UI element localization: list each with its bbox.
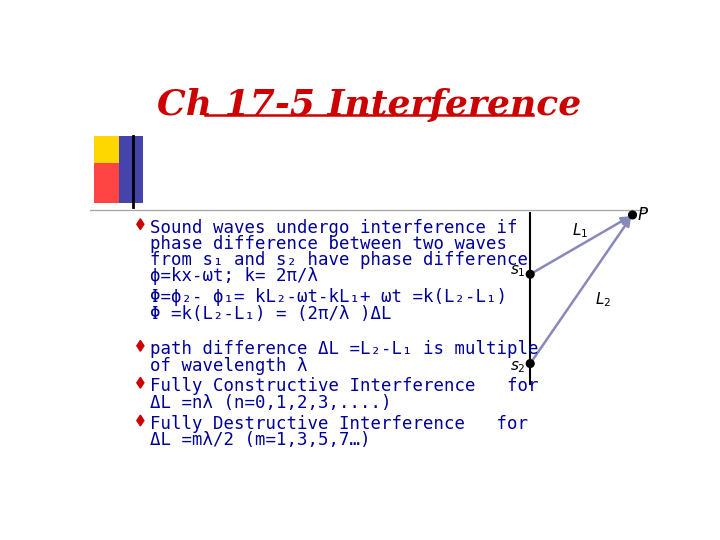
Polygon shape (137, 219, 144, 230)
Text: phase difference between two waves: phase difference between two waves (150, 235, 508, 253)
Text: Φ =k(L₂-L₁) = (2π/λ )ΔL: Φ =k(L₂-L₁) = (2π/λ )ΔL (150, 305, 392, 323)
Text: P: P (638, 206, 648, 224)
Text: Ch 17-5 Interference: Ch 17-5 Interference (157, 88, 581, 122)
Text: of wavelength λ: of wavelength λ (150, 356, 308, 375)
Circle shape (526, 271, 534, 278)
Polygon shape (137, 340, 144, 351)
Bar (120, 136, 143, 204)
Circle shape (629, 211, 636, 219)
Text: $s_2$: $s_2$ (510, 360, 526, 375)
Text: path difference ΔL =L₂-L₁ is multiple: path difference ΔL =L₂-L₁ is multiple (150, 340, 539, 359)
Text: Fully Constructive Interference   for: Fully Constructive Interference for (150, 377, 539, 395)
Text: ΔL =mλ/2 (m=1,3,5,7…): ΔL =mλ/2 (m=1,3,5,7…) (150, 431, 371, 449)
Text: ϕ=kx-ωt; k= 2π/λ: ϕ=kx-ωt; k= 2π/λ (150, 267, 318, 285)
Text: Φ=ϕ₂- ϕ₁= kL₂-ωt-kL₁+ ωt =k(L₂-L₁): Φ=ϕ₂- ϕ₁= kL₂-ωt-kL₁+ ωt =k(L₂-L₁) (150, 288, 508, 306)
Circle shape (526, 360, 534, 367)
Text: $L_2$: $L_2$ (595, 291, 611, 309)
Text: $L_1$: $L_1$ (572, 221, 588, 240)
Text: ΔL =nλ (n=0,1,2,3,....): ΔL =nλ (n=0,1,2,3,....) (150, 394, 392, 411)
Polygon shape (137, 377, 144, 388)
Bar (94, 164, 134, 204)
Text: Fully Destructive Interference   for: Fully Destructive Interference for (150, 415, 528, 433)
Bar (94, 136, 134, 176)
Polygon shape (137, 415, 144, 426)
Text: $s_1$: $s_1$ (510, 264, 526, 279)
Text: Sound waves undergo interference if: Sound waves undergo interference if (150, 219, 518, 237)
Text: from s₁ and s₂ have phase difference: from s₁ and s₂ have phase difference (150, 251, 528, 269)
